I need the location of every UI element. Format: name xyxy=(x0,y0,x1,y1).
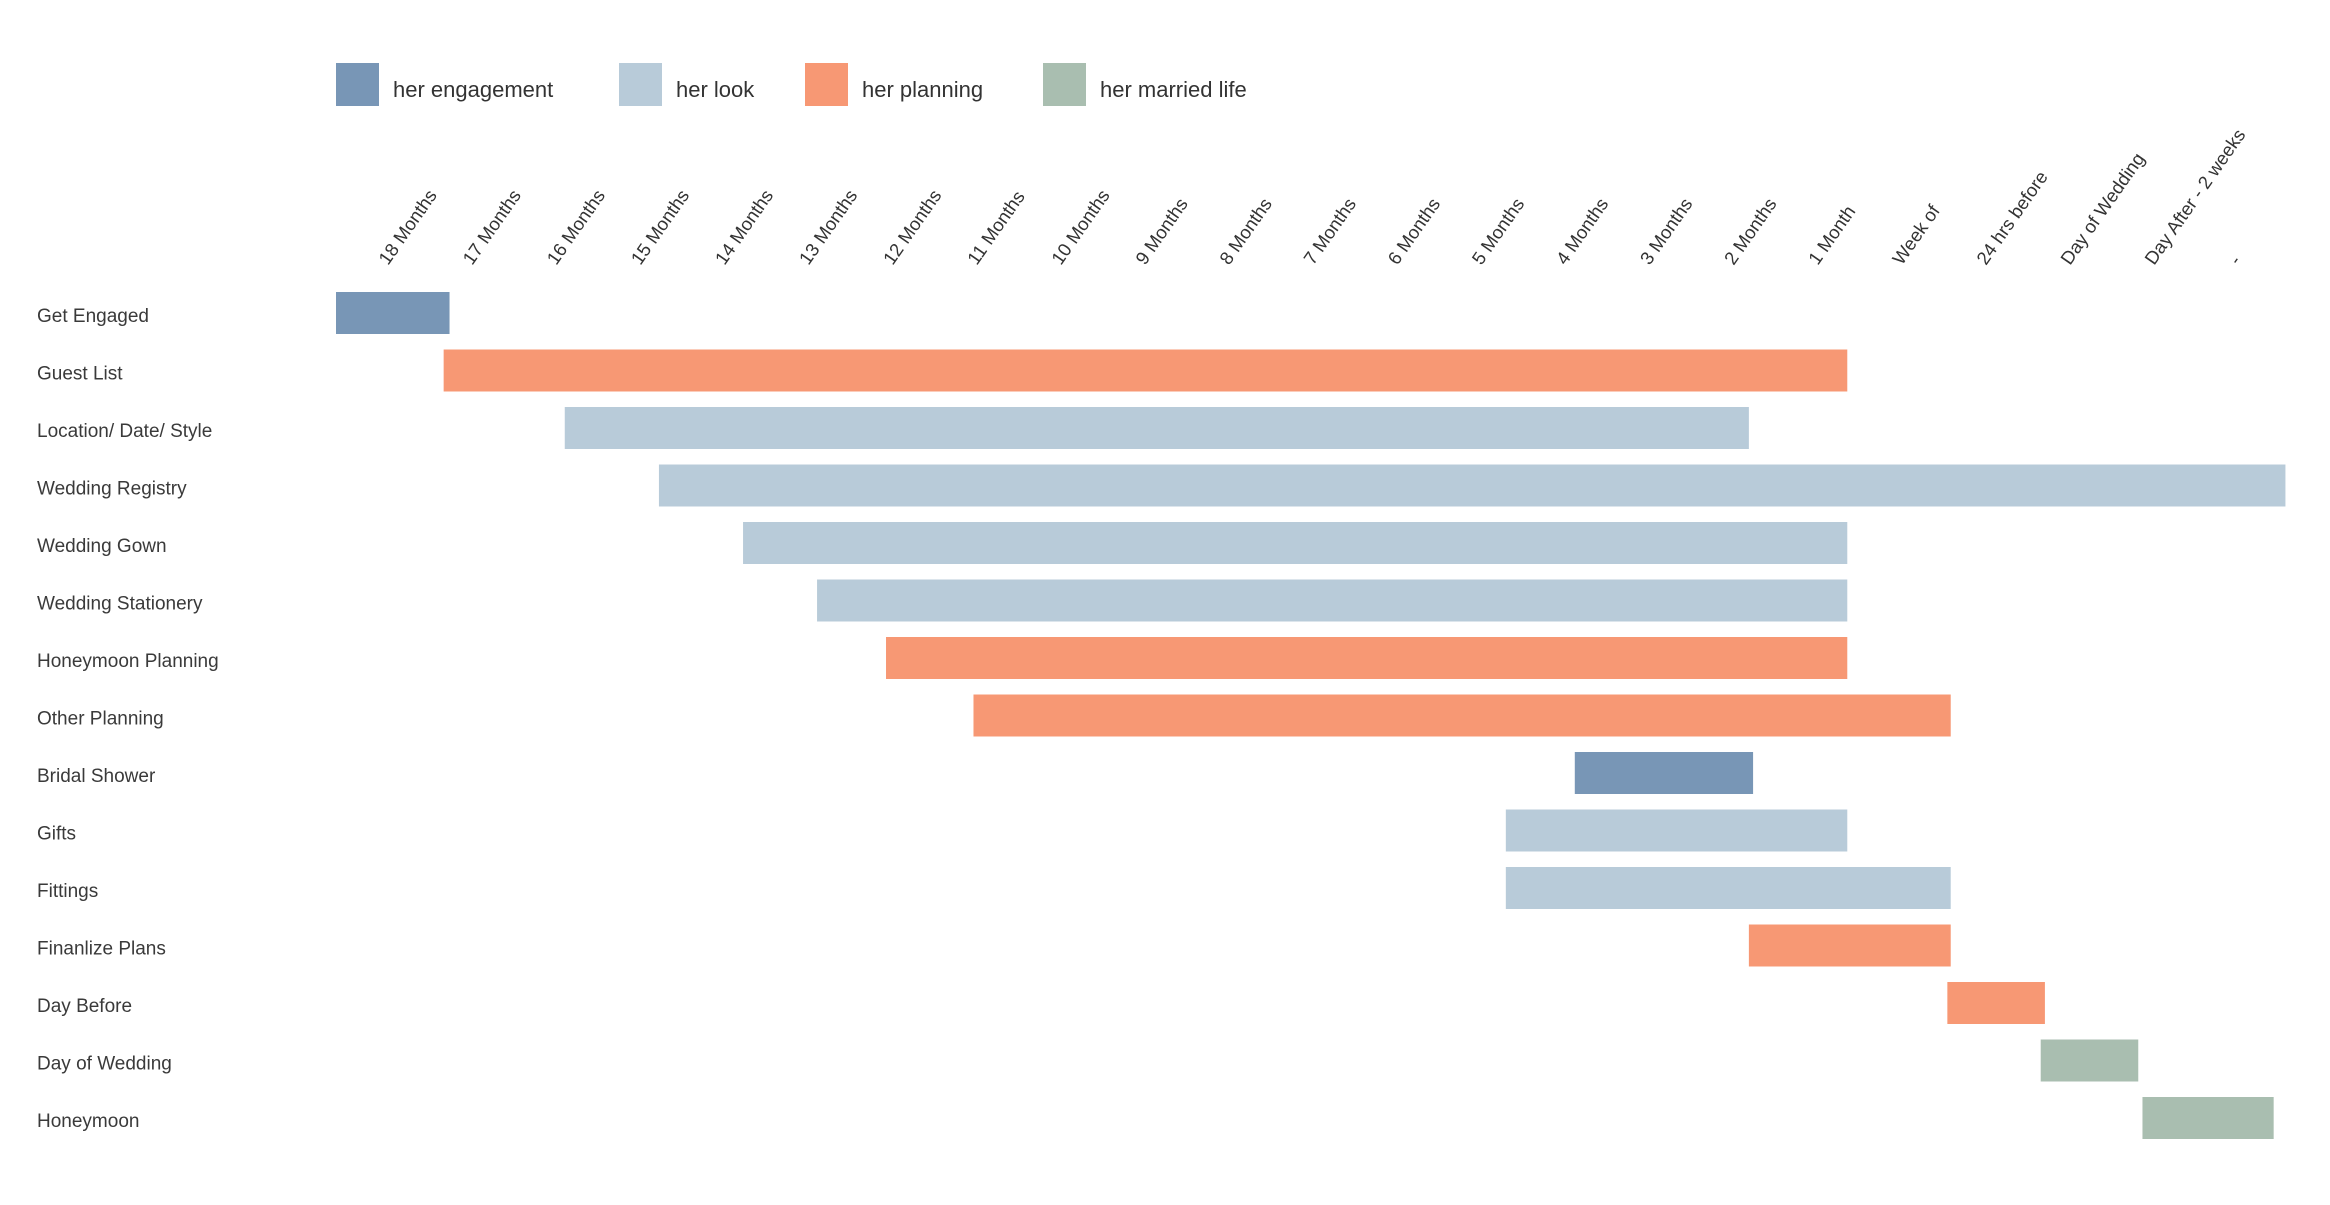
row-label-finanlize-plans: Finanlize Plans xyxy=(37,939,166,960)
tick-label-4-months: 4 Months xyxy=(1552,194,1613,268)
tick-label-9-months: 9 Months xyxy=(1131,194,1192,268)
bar-gifts xyxy=(1505,809,1848,852)
bar-day-before xyxy=(1947,982,2045,1024)
bar-get-engaged xyxy=(336,292,450,334)
tick-label-17-months: 17 Months xyxy=(458,185,525,268)
tick-label-18-months: 18 Months xyxy=(374,185,441,268)
tick-label-7-months: 7 Months xyxy=(1299,194,1360,268)
row-label-wedding-stationery: Wedding Stationery xyxy=(37,594,203,615)
row-label-other-planning: Other Planning xyxy=(37,709,164,730)
tick-label-8-months: 8 Months xyxy=(1215,194,1276,268)
tick-label-3-months: 3 Months xyxy=(1636,194,1697,268)
row-label-honeymoon-planning: Honeymoon Planning xyxy=(37,651,219,672)
tick-label-12-months: 12 Months xyxy=(879,185,946,268)
row-label-honeymoon: Honeymoon xyxy=(37,1111,139,1132)
bar-location-date-style xyxy=(564,407,1749,449)
row-label-wedding-gown: Wedding Gown xyxy=(37,536,167,557)
bar-wedding-stationery xyxy=(817,579,1848,622)
bar-finanlize-plans xyxy=(1748,924,1951,967)
legend-swatch-married xyxy=(1043,63,1086,106)
row-label-day-of-wedding: Day of Wedding xyxy=(37,1054,172,1075)
legend: her engagement her look her planning her ma… xyxy=(336,63,1247,106)
tick-label-16-months: 16 Months xyxy=(542,185,609,268)
row-label-fittings: Fittings xyxy=(37,881,98,902)
row-label-wedding-registry: Wedding Registry xyxy=(37,479,187,500)
tick-label-15-months: 15 Months xyxy=(626,185,693,268)
timeline-axis: 18 Months 17 Months 16 Months 15 Months 14 M… xyxy=(374,125,2249,268)
bar-wedding-registry xyxy=(658,464,2286,507)
tick-label-10-months: 10 Months xyxy=(1047,185,1114,268)
legend-swatch-engagement xyxy=(336,63,379,106)
row-label-location-date-style: Location/ Date/ Style xyxy=(37,421,212,442)
row-label-gifts: Gifts xyxy=(37,824,76,845)
tick-label-11-months: 11 Months xyxy=(963,187,1029,269)
task-bars xyxy=(336,292,2286,1139)
legend-label-engagement: her engagement xyxy=(393,77,553,102)
tick-label-1-month: 1 Month xyxy=(1804,201,1860,268)
tick-label-2-months: 2 Months xyxy=(1720,194,1781,268)
legend-swatch-look xyxy=(619,63,662,106)
legend-label-married: her married life xyxy=(1100,77,1247,102)
task-labels: Get Engaged Guest List Location/ Date/ Sty… xyxy=(37,306,219,1132)
bar-guest-list xyxy=(443,349,1848,392)
row-label-day-before: Day Before xyxy=(37,996,132,1017)
tick-label-24-hrs-before: 24 hrs before xyxy=(1972,167,2052,268)
bar-honeymoon xyxy=(2142,1097,2274,1139)
tick-label-5-months: 5 Months xyxy=(1467,194,1528,268)
bar-wedding-gown xyxy=(743,522,1848,564)
row-label-get-engaged: Get Engaged xyxy=(37,306,149,327)
row-label-bridal-shower: Bridal Shower xyxy=(37,766,156,787)
legend-swatch-planning xyxy=(805,63,848,106)
bar-fittings xyxy=(1505,867,1951,909)
tick-label-6-months: 6 Months xyxy=(1383,194,1444,268)
tick-label-13-months: 13 Months xyxy=(795,185,862,268)
bar-other-planning xyxy=(973,694,1951,737)
legend-label-look: her look xyxy=(676,77,755,102)
bar-day-of-wedding xyxy=(2040,1039,2139,1082)
tick-label-day-of-wedding: Day of Wedding xyxy=(2056,149,2149,269)
legend-label-planning: her planning xyxy=(862,77,983,102)
bar-honeymoon-planning xyxy=(886,637,1848,679)
bar-bridal-shower xyxy=(1574,752,1754,794)
tick-label-week-of: Week of xyxy=(1888,200,1944,268)
row-label-guest-list: Guest List xyxy=(37,364,123,385)
tick-label-14-months: 14 Months xyxy=(711,185,778,268)
tick-label-day-after-2-weeks: Day After - 2 weeks xyxy=(2140,125,2249,268)
tick-label-dash: - xyxy=(2224,251,2245,268)
